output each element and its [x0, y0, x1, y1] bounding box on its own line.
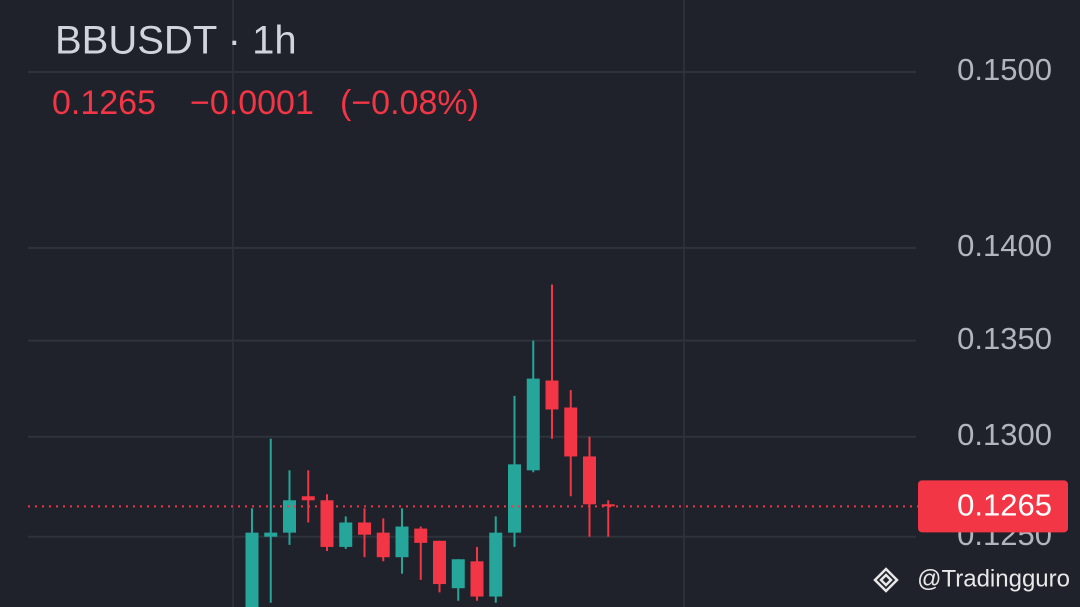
candle-body	[414, 528, 428, 543]
chart-title: BBUSDT · 1h	[55, 19, 297, 63]
candle-body	[601, 504, 615, 507]
overlay: 0.1265	[28, 480, 1068, 533]
price-change: −0.0001	[190, 84, 314, 122]
candle-body	[508, 464, 521, 533]
candle-body	[301, 496, 315, 501]
last-price-tag-label: 0.1265	[957, 488, 1052, 523]
y-tick-label: 0.1350	[957, 321, 1052, 356]
watermark: @Tradingguro	[917, 565, 1070, 592]
candle-body	[433, 540, 446, 585]
candle-body	[358, 522, 371, 535]
price-change-percent: (−0.08%)	[340, 84, 479, 122]
candle-body	[489, 532, 503, 597]
candle-body	[583, 456, 596, 505]
y-tick-label: 0.1300	[957, 417, 1052, 452]
y-tick-label: 0.1500	[957, 52, 1052, 87]
candle-body	[545, 380, 559, 410]
candle-body	[526, 378, 540, 471]
candle-body	[376, 532, 390, 558]
candles	[245, 284, 615, 607]
candle-body	[264, 532, 278, 537]
y-tick-label: 0.1400	[957, 228, 1052, 263]
last-price: 0.1265	[52, 84, 156, 122]
watermark-icon	[873, 567, 899, 593]
last-price-tag	[918, 480, 1068, 533]
candle-body	[470, 561, 484, 597]
candle-body	[451, 559, 465, 589]
candle-body	[320, 500, 334, 547]
candle-body	[283, 500, 296, 533]
candle-body	[564, 407, 578, 457]
candle-body	[339, 522, 353, 547]
candle-body	[245, 532, 259, 607]
candle-body	[395, 526, 409, 558]
